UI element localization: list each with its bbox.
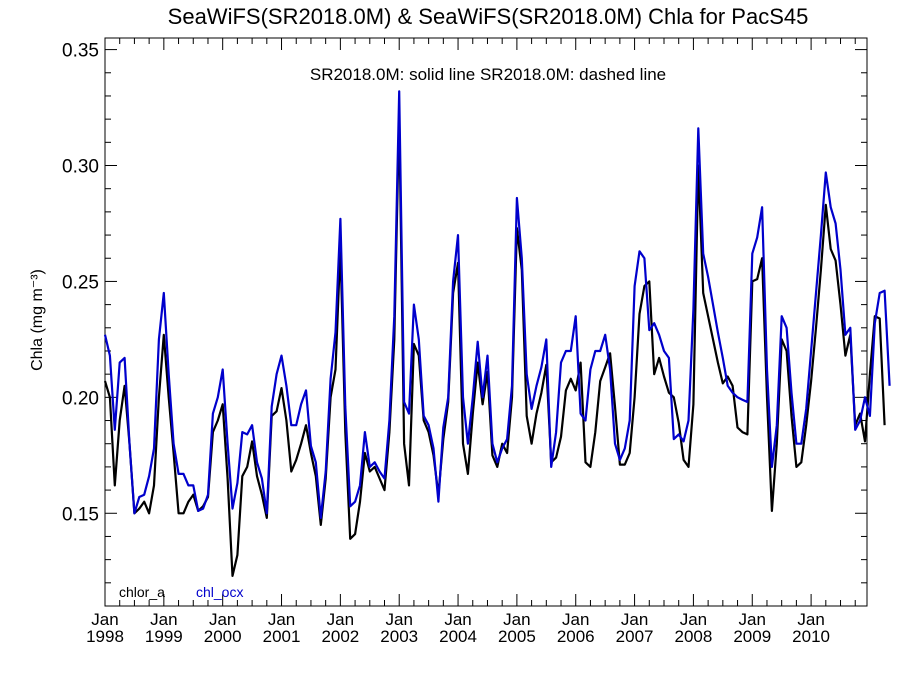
x-tick-month-label: Jan [150, 610, 177, 629]
x-tick-year-label: 2010 [792, 627, 830, 646]
x-tick-month-label: Jan [503, 610, 530, 629]
x-axis-ticks: Jan1998Jan1999Jan2000Jan2001Jan2002Jan20… [86, 38, 856, 646]
x-tick-year-label: 2006 [557, 627, 595, 646]
y-tick-label: 0.25 [62, 272, 99, 293]
x-tick-year-label: 1998 [86, 627, 124, 646]
y-tick-label: 0.35 [62, 41, 99, 62]
x-tick-year-label: 2008 [675, 627, 713, 646]
x-tick-year-label: 2004 [439, 627, 477, 646]
series-line-chlor_a [103, 113, 886, 578]
y-tick-label: 0.15 [62, 504, 99, 525]
series-line-chl_ocx [103, 90, 891, 520]
chart-title: SeaWiFS(SR2018.0M) & SeaWiFS(SR2018.0M) … [168, 4, 809, 29]
y-axis-label: Chla (mg m⁻³) [29, 269, 46, 371]
x-tick-month-label: Jan [385, 610, 412, 629]
x-tick-year-label: 2002 [321, 627, 359, 646]
x-tick-year-label: 1999 [145, 627, 183, 646]
x-tick-month-label: Jan [562, 610, 589, 629]
x-tick-month-label: Jan [797, 610, 824, 629]
x-tick-month-label: Jan [91, 610, 118, 629]
x-tick-month-label: Jan [268, 610, 295, 629]
x-tick-month-label: Jan [209, 610, 236, 629]
x-tick-year-label: 2000 [204, 627, 242, 646]
x-tick-month-label: Jan [680, 610, 707, 629]
legend: chlor_a chl_ocx [119, 584, 243, 600]
x-tick-month-label: Jan [739, 610, 766, 629]
x-tick-month-label: Jan [444, 610, 471, 629]
y-tick-label: 0.30 [62, 157, 99, 178]
x-tick-year-label: 2007 [616, 627, 654, 646]
x-tick-year-label: 2005 [498, 627, 536, 646]
chart-annotation: SR2018.0M: solid line SR2018.0M: dashed … [310, 65, 666, 84]
x-tick-month-label: Jan [327, 610, 354, 629]
x-tick-year-label: 2003 [380, 627, 418, 646]
series-layer [103, 90, 891, 578]
x-tick-year-label: 2001 [263, 627, 301, 646]
y-tick-label: 0.20 [62, 388, 99, 409]
x-tick-month-label: Jan [621, 610, 648, 629]
legend-entry-chl_ocx: chl_ocx [196, 584, 243, 600]
plot-frame [104, 37, 868, 607]
legend-entry-chlor_a: chlor_a [119, 584, 165, 600]
x-tick-year-label: 2009 [733, 627, 771, 646]
